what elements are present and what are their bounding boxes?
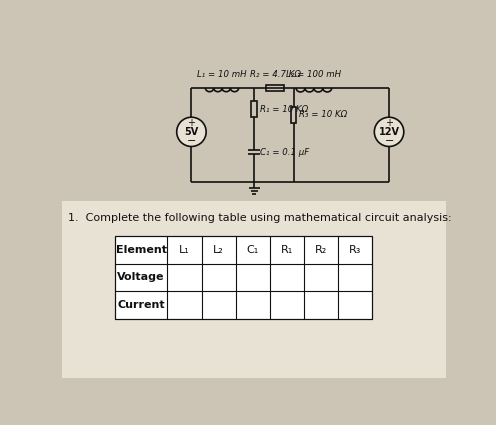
Text: −: − [186,136,196,146]
Bar [266,85,284,91]
Text: Voltage: Voltage [117,272,165,282]
Bar [115,236,372,319]
Circle shape [177,117,206,147]
Text: R₂: R₂ [315,245,327,255]
Text: R₃: R₃ [349,245,361,255]
Text: L₁: L₁ [179,245,190,255]
Bar [291,107,297,122]
Text: Element: Element [116,245,167,255]
Text: C₁ = 0.1 μF: C₁ = 0.1 μF [259,148,309,157]
Text: R₃ = 10 KΩ: R₃ = 10 KΩ [299,110,347,119]
Text: C₁: C₁ [247,245,259,255]
Text: +: + [385,118,393,128]
Text: R₁ = 10 KΩ: R₁ = 10 KΩ [259,105,308,114]
Circle shape [374,117,404,147]
Text: L₂ = 100 mH: L₂ = 100 mH [286,71,341,79]
Text: 5V: 5V [185,127,198,137]
Text: −: − [384,136,394,146]
Text: R₁: R₁ [281,245,293,255]
Text: L₂: L₂ [213,245,224,255]
Bar [62,201,446,378]
Text: R₂ = 4.7 KΩ: R₂ = 4.7 KΩ [249,71,301,79]
Bar [251,102,257,117]
Text: 1.  Complete the following table using mathematical circuit analysis:: 1. Complete the following table using ma… [68,212,452,223]
Text: 12V: 12V [378,127,400,137]
Text: Current: Current [117,300,165,310]
Text: +: + [187,118,195,128]
Text: L₁ = 10 mH: L₁ = 10 mH [197,71,247,79]
